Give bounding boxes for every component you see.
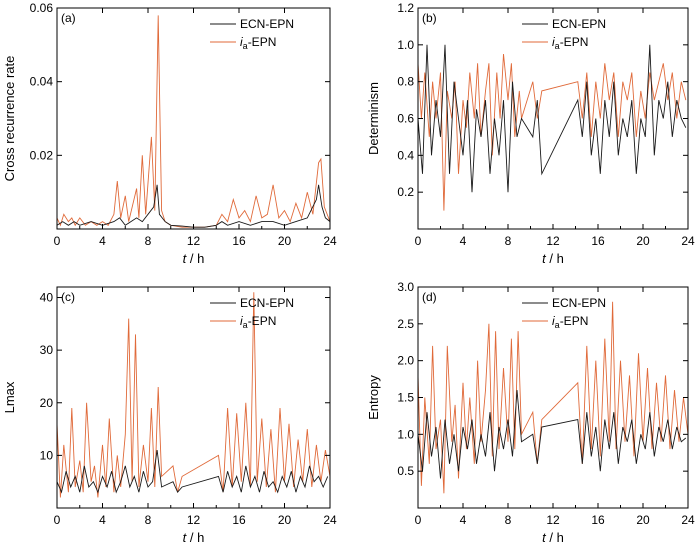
panel-c: 0 4 8 12 16 20 24 10 20 30 40 (c) t / h Lmax ECN-EPN ia…: [2, 286, 337, 545]
x-tick-label: 0: [54, 513, 61, 527]
x-axis-label: t / h: [183, 251, 205, 266]
y-tick-label: 2.5: [397, 317, 414, 331]
x-tick-label: 20: [636, 513, 650, 527]
y-axis-label: Cross recurrence rate: [2, 56, 17, 182]
x-tick-label: 4: [99, 234, 106, 248]
legend-label-ecn: ECN-EPN: [552, 17, 606, 31]
legend-label-ia: ia-EPN: [552, 314, 588, 330]
y-tick-label: 1.2: [397, 1, 414, 15]
plot-frame: [56, 286, 331, 509]
panel-d: 0 4 8 12 16 20 24 0.5 1.0 1.5 2.0 2.5 3.0 (d) t / h Ent…: [366, 280, 695, 545]
legend-label-ia: ia-EPN: [240, 35, 276, 51]
x-tick-label: 0: [54, 234, 61, 248]
legend-label-ia: ia-EPN: [552, 35, 588, 51]
x-tick-label: 16: [591, 513, 605, 527]
x-tick-label: 0: [415, 234, 422, 248]
x-tick-label: 8: [505, 513, 512, 527]
x-tick-label: 16: [591, 234, 605, 248]
y-tick-label: 0.5: [397, 464, 414, 478]
y-tick-label: 10: [40, 448, 54, 462]
x-tick-label: 20: [278, 234, 292, 248]
panel-label: (a): [61, 11, 76, 25]
y-tick-label: 40: [40, 291, 54, 305]
x-axis-label: t / h: [542, 251, 564, 266]
x-tick-label: 8: [505, 234, 512, 248]
x-tick-label: 24: [323, 234, 337, 248]
x-tick-label: 8: [145, 234, 152, 248]
x-tick-label: 12: [546, 513, 560, 527]
x-tick-label: 12: [546, 234, 560, 248]
legend-label-ecn: ECN-EPN: [240, 296, 294, 310]
x-tick-label: 24: [323, 513, 337, 527]
y-tick-label: 0.06: [30, 1, 54, 15]
panel-b: 0 4 8 12 16 20 24 0.2 0.4 0.6 0.8 1.0 1.2 (b) t / h Det…: [366, 1, 695, 266]
panel-label: (d): [422, 290, 437, 304]
panel-label: (c): [61, 290, 75, 304]
panel-a: 0 4 8 12 16 20 24 0.02 0.04 0.06 (a) t / h Cross rec…: [2, 1, 337, 266]
y-tick-label: 0.4: [397, 148, 414, 162]
legend-label-ecn: ECN-EPN: [552, 296, 606, 310]
y-tick-label: 1.0: [397, 427, 414, 441]
y-axis-label: Lmax: [2, 381, 17, 413]
series-line-ecn: [418, 390, 687, 479]
y-tick-label: 0.8: [397, 75, 414, 89]
y-tick-label: 20: [40, 396, 54, 410]
x-tick-label: 4: [460, 234, 467, 248]
y-tick-label: 30: [40, 343, 54, 357]
series-line-ecn: [57, 184, 330, 228]
y-tick-label: 0.02: [30, 148, 54, 162]
series-line-ia: [57, 15, 330, 228]
x-axis-label: t / h: [183, 530, 205, 545]
y-axis-label: Determinism: [366, 82, 381, 155]
x-tick-label: 16: [232, 234, 246, 248]
x-tick-label: 8: [145, 513, 152, 527]
x-tick-label: 0: [415, 513, 422, 527]
x-tick-label: 4: [99, 513, 106, 527]
panel-label: (b): [422, 11, 437, 25]
legend-label-ecn: ECN-EPN: [240, 17, 294, 31]
x-axis-label: t / h: [542, 530, 564, 545]
y-tick-label: 0.04: [30, 75, 54, 89]
y-tick-label: 1.5: [397, 391, 414, 405]
x-tick-label: 16: [232, 513, 246, 527]
series-line-ecn: [57, 450, 329, 494]
legend-label-ia: ia-EPN: [240, 314, 276, 330]
y-axis-label: Entropy: [366, 375, 381, 420]
x-tick-label: 24: [681, 234, 695, 248]
x-tick-label: 4: [460, 513, 467, 527]
x-tick-label: 24: [681, 513, 695, 527]
series-line-ecn: [418, 44, 687, 193]
y-tick-label: 0.6: [397, 112, 414, 126]
x-tick-label: 20: [278, 513, 292, 527]
y-tick-label: 1.0: [397, 38, 414, 52]
y-tick-label: 0.2: [397, 185, 414, 199]
x-tick-label: 12: [187, 234, 201, 248]
x-tick-label: 12: [187, 513, 201, 527]
series-line-ia: [57, 292, 330, 498]
y-tick-label: 3.0: [397, 280, 414, 294]
x-tick-label: 20: [636, 234, 650, 248]
y-tick-label: 2.0: [397, 354, 414, 368]
series-line-ia: [418, 301, 688, 494]
plot-frame: [56, 7, 331, 230]
